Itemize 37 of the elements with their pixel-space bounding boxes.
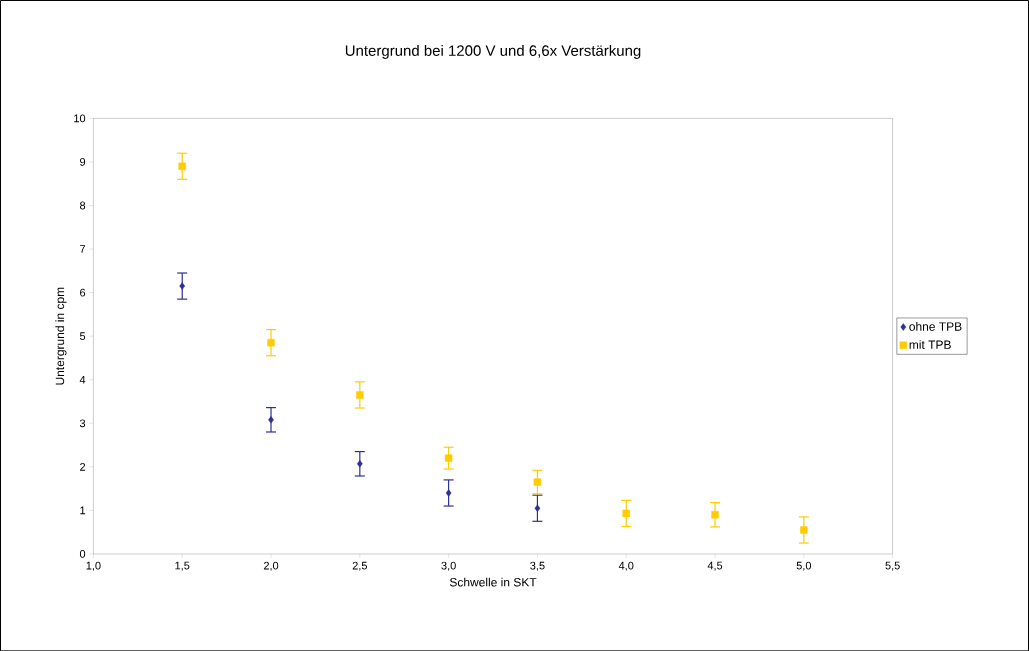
- point: [534, 504, 541, 512]
- y-tick-label: 6: [80, 288, 86, 297]
- x-tick-label: 1,5: [175, 561, 190, 571]
- point: [622, 509, 630, 517]
- y-tick-label: 9: [80, 157, 86, 166]
- y-axis-title: Untergrund in cpm: [55, 287, 67, 385]
- x-tick-label: 4,5: [707, 561, 723, 571]
- chart-title: Untergrund bei 1200 V und 6,6x Verstärkung: [345, 44, 641, 59]
- x-tick-label: 3,0: [441, 561, 456, 571]
- point: [711, 510, 719, 519]
- point: [267, 338, 275, 347]
- point: [445, 489, 452, 497]
- y-tick-label: 5: [79, 332, 86, 340]
- point: [533, 478, 542, 486]
- x-axis-title: Schwelle in SKT: [449, 577, 537, 587]
- y-tick-label: 2: [80, 462, 86, 471]
- point: [178, 162, 186, 170]
- y-tick-label: 8: [79, 201, 86, 210]
- legend-label: ohne TPB: [909, 321, 962, 331]
- y-tick-label: 7: [80, 245, 86, 253]
- x-tick-label: 2,5: [352, 561, 367, 571]
- x-tick-label: 3,5: [530, 561, 545, 571]
- legend-label: mit TPB: [909, 339, 951, 349]
- y-tick-label: 4: [79, 375, 86, 384]
- point: [800, 526, 808, 534]
- y-tick-label: 1: [80, 506, 86, 514]
- y-tick-label: 0: [79, 549, 86, 558]
- y-tick-label: 3: [79, 419, 86, 427]
- point: [444, 454, 453, 462]
- point: [179, 282, 186, 290]
- y-tick-label: 10: [74, 114, 86, 123]
- x-tick-label: 1,0: [86, 561, 101, 571]
- x-tick-label: 4,0: [618, 561, 634, 571]
- x-tick-label: 2,0: [263, 561, 279, 571]
- x-tick-label: 5,5: [885, 561, 900, 571]
- point: [356, 391, 364, 399]
- x-tick-label: 5,0: [796, 561, 812, 571]
